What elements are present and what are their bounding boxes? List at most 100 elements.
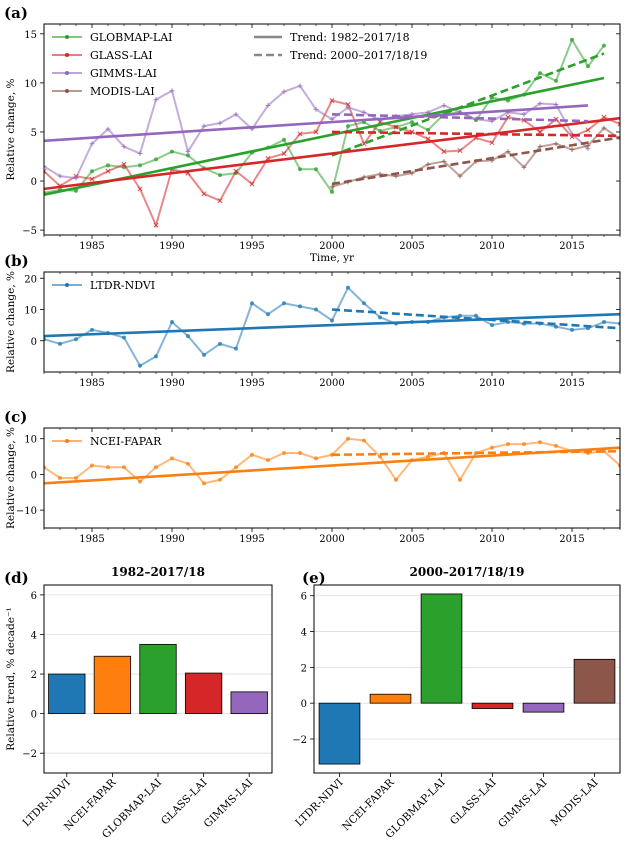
data-point bbox=[234, 346, 238, 351]
data-point bbox=[490, 323, 494, 328]
legend: LTDR-NDVI bbox=[52, 279, 155, 292]
y-tick-label: 0 bbox=[31, 337, 37, 348]
x-tick-label: 1985 bbox=[79, 378, 104, 389]
data-point bbox=[298, 451, 302, 455]
data-point bbox=[329, 97, 335, 104]
x-axis-label: Time, yr bbox=[310, 252, 355, 264]
data-point bbox=[154, 157, 158, 162]
data-point bbox=[441, 158, 447, 164]
data-point bbox=[89, 176, 95, 182]
series-ltdr-ndvi bbox=[44, 285, 620, 368]
data-point bbox=[506, 98, 510, 103]
bar-glass-lai bbox=[184, 672, 223, 715]
x-tick-label: 1990 bbox=[159, 534, 184, 545]
data-point bbox=[298, 167, 302, 172]
data-point bbox=[265, 103, 271, 108]
series-line bbox=[331, 126, 620, 188]
trend-line-dashed bbox=[331, 136, 620, 186]
data-point bbox=[490, 445, 494, 450]
data-point bbox=[617, 121, 620, 127]
y-tick-label: 5 bbox=[31, 128, 37, 139]
x-tick-label: 2010 bbox=[479, 534, 504, 545]
data-point bbox=[521, 164, 527, 170]
data-point bbox=[121, 144, 127, 150]
data-point bbox=[250, 452, 254, 457]
data-point bbox=[202, 481, 206, 486]
data-point bbox=[233, 111, 239, 117]
panel-label: (b) bbox=[4, 252, 29, 270]
data-point bbox=[346, 124, 350, 129]
bar-ltdr-ndvi bbox=[48, 673, 86, 715]
panel-label: (a) bbox=[4, 4, 28, 22]
chart-title: 2000–2017/18/19 bbox=[410, 565, 525, 579]
legend-trend-label: Trend: 2000–2017/18/19 bbox=[290, 49, 427, 62]
data-point bbox=[201, 191, 207, 197]
x-tick-label: 1995 bbox=[239, 241, 264, 252]
data-point bbox=[153, 222, 159, 228]
x-tick-label: 1990 bbox=[159, 378, 184, 389]
x-tick-label: LTDR-NDVI bbox=[293, 777, 345, 829]
data-point bbox=[330, 318, 334, 323]
data-point bbox=[537, 101, 543, 106]
y-axis-label: Relative change, % bbox=[5, 271, 17, 373]
legend-label: GLASS-LAI bbox=[90, 49, 153, 62]
y-tick-label: 2 bbox=[301, 663, 307, 674]
legend: NCEI-FAPAR bbox=[52, 435, 162, 448]
x-tick-label: GLASS-LAI bbox=[159, 777, 210, 828]
data-point bbox=[553, 141, 559, 147]
x-tick-label: 2000 bbox=[319, 534, 344, 545]
data-point bbox=[137, 186, 143, 192]
data-point bbox=[570, 327, 574, 332]
data-point bbox=[585, 143, 591, 149]
data-point bbox=[185, 149, 191, 154]
y-tick-label: 6 bbox=[31, 591, 37, 602]
x-tick-label: 2015 bbox=[559, 378, 584, 389]
data-point bbox=[314, 167, 318, 172]
data-point bbox=[137, 151, 143, 156]
y-tick-label: 4 bbox=[31, 630, 37, 641]
x-tick-label: 2015 bbox=[559, 241, 584, 252]
data-point bbox=[313, 129, 319, 135]
trend-line bbox=[44, 76, 605, 197]
data-point bbox=[282, 451, 286, 455]
data-point bbox=[106, 465, 110, 470]
data-point bbox=[346, 436, 350, 441]
y-tick-label: 0 bbox=[301, 699, 307, 710]
x-tick-label: 1995 bbox=[239, 378, 264, 389]
data-point bbox=[266, 312, 270, 317]
data-point bbox=[506, 442, 510, 447]
x-tick-label: 2000 bbox=[319, 378, 344, 389]
data-point bbox=[122, 465, 126, 470]
data-point bbox=[297, 83, 303, 89]
data-point bbox=[218, 341, 222, 346]
data-point bbox=[457, 148, 463, 154]
y-tick-label: 15 bbox=[24, 30, 37, 41]
y-axis-label: Relative trend, % decade⁻¹ bbox=[5, 607, 17, 751]
plot-area bbox=[44, 436, 620, 486]
panel-label: (e) bbox=[302, 569, 326, 587]
y-tick-label: −5 bbox=[22, 226, 37, 237]
data-point bbox=[218, 477, 222, 482]
data-point bbox=[105, 126, 111, 132]
data-point bbox=[44, 163, 47, 169]
data-point bbox=[266, 458, 270, 463]
data-point bbox=[106, 163, 110, 168]
x-tick-label: 1985 bbox=[79, 241, 104, 252]
data-point bbox=[58, 341, 62, 346]
data-point bbox=[170, 456, 174, 461]
data-point bbox=[554, 324, 558, 329]
trend-line-dashed bbox=[331, 112, 589, 123]
x-tick-label: 2005 bbox=[399, 378, 424, 389]
plot-area bbox=[44, 37, 620, 229]
y-tick-label: −2 bbox=[22, 749, 37, 760]
x-tick-label: GIMMS-LAI bbox=[496, 777, 550, 831]
data-point bbox=[250, 301, 254, 306]
series-gimms-lai bbox=[44, 83, 591, 181]
data-point bbox=[314, 456, 318, 461]
x-tick-label: 1985 bbox=[79, 534, 104, 545]
x-tick-label: 2010 bbox=[479, 378, 504, 389]
data-point bbox=[601, 125, 607, 131]
data-point bbox=[426, 454, 430, 459]
data-point bbox=[297, 131, 303, 137]
data-point bbox=[345, 105, 351, 110]
